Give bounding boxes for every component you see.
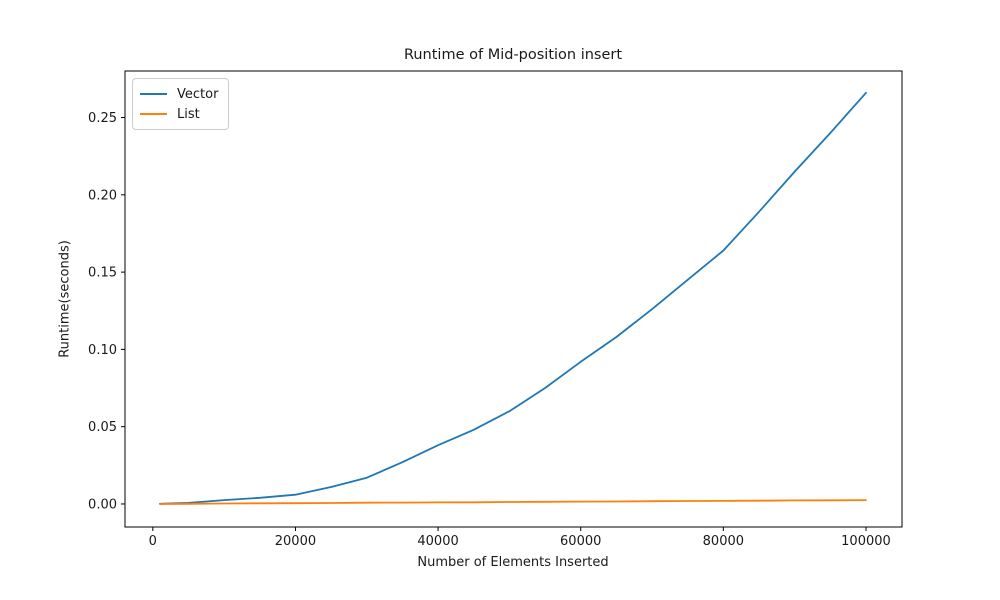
legend-item: Vector [140,84,218,104]
y-tick-label: 0.15 [88,266,117,281]
y-tick-label: 0.00 [88,497,117,512]
x-tick-label: 100000 [841,534,891,549]
legend-item: List [140,104,218,124]
x-tick-label: 20000 [275,534,316,549]
series-line-vector [158,91,867,505]
legend-label: Vector [177,86,219,102]
y-axis-label: Runtime(seconds) [57,240,73,358]
x-tick-label: 80000 [703,534,744,549]
x-tick-label: 60000 [560,534,601,549]
chart-title: Runtime of Mid-position insert [403,47,623,63]
legend: Vector List [132,78,230,130]
series-line-list [158,499,867,505]
y-tick-label: 0.25 [88,111,117,126]
y-tick-label: 0.05 [88,420,117,435]
legend-label: List [177,106,200,122]
x-tick-label: 0 [149,534,157,549]
x-tick-label: 40000 [417,534,458,549]
legend-line-swatch [140,93,167,95]
y-tick-label: 0.20 [88,188,117,203]
y-tick-label: 0.10 [88,343,117,358]
legend-line-swatch [140,113,167,115]
axes-frame [124,70,903,528]
x-axis-label: Number of Elements Inserted [417,555,609,570]
